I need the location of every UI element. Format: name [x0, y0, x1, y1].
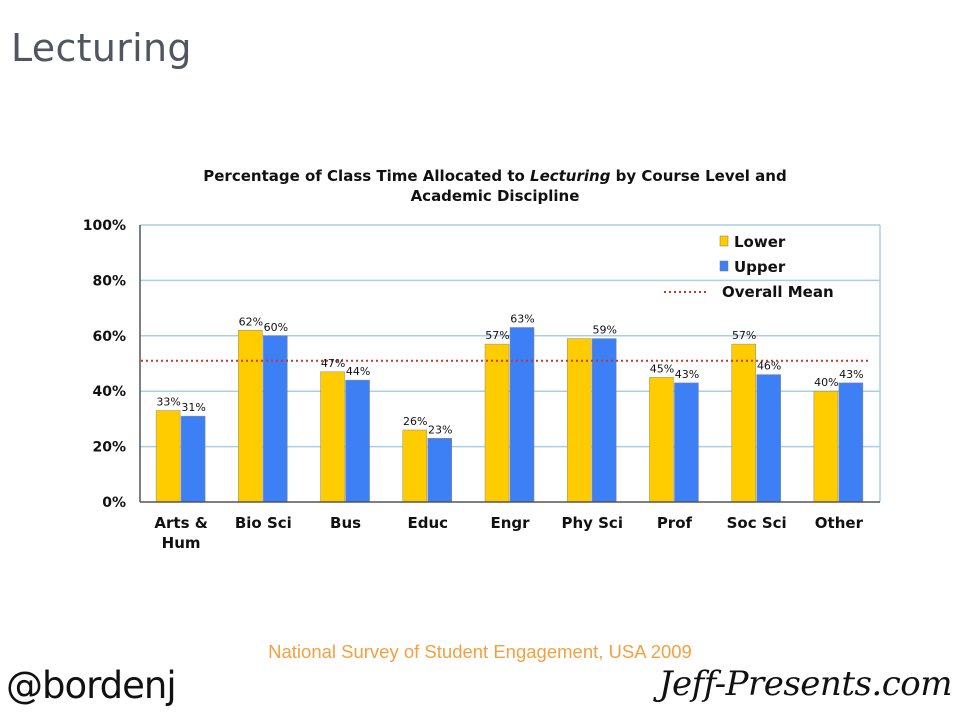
data-label: 57%: [485, 329, 509, 342]
data-label: 23%: [428, 423, 452, 436]
bar-upper: [756, 374, 781, 503]
y-tick-label: 20%: [92, 440, 126, 456]
data-labels: 33% 31%62% 60%47%44%26%23%57%63%59%45% 43%5…: [156, 312, 863, 436]
x-category-label: Soc Sci: [727, 514, 787, 532]
data-label: 46%: [757, 360, 781, 373]
source-citation: National Survey of Student Engagement, U…: [268, 641, 692, 662]
legend-label-mean: Overall Mean: [722, 283, 834, 301]
x-category-label: Bus: [330, 514, 361, 532]
data-label: 62%: [239, 315, 263, 328]
x-category-label: Bio Sci: [235, 514, 292, 532]
y-tick-label: 80%: [92, 273, 126, 289]
data-label: 59%: [592, 324, 616, 337]
bar-upper: [838, 382, 864, 503]
data-label: 40%: [814, 376, 838, 389]
x-category-label: Prof: [657, 514, 693, 532]
legend-label-lower: Lower: [734, 233, 786, 251]
bar-lower: [155, 410, 181, 503]
bar-upper: [591, 338, 617, 503]
bars: [141, 327, 870, 503]
data-label: 31%: [181, 401, 205, 414]
legend-swatch-lower: [719, 235, 729, 247]
bar-lower: [566, 338, 592, 503]
x-category-label: Other: [815, 514, 864, 532]
x-category-label: Engr: [490, 514, 530, 532]
data-label: 43%: [839, 368, 863, 381]
bar-upper: [345, 379, 370, 503]
y-tick-label: 60%: [92, 329, 126, 345]
slide-title: Lecturing: [11, 26, 192, 70]
bar-lower: [649, 377, 674, 503]
x-category-label: Arts & Hum: [154, 514, 207, 552]
bar-lower: [238, 330, 263, 503]
author-handle: @bordenj: [6, 664, 177, 707]
y-tick-label: 40%: [92, 384, 126, 400]
axes: 0% 20% 40% 60% 80% 100% Arts & Hum Bio Sci Bus Edu…: [83, 218, 880, 552]
legend-label-upper: Upper: [734, 258, 786, 276]
data-label: 57%: [732, 329, 756, 342]
bar-lower: [320, 371, 345, 503]
legend-swatch-upper: [719, 260, 729, 272]
y-tick-label: 0%: [102, 495, 126, 511]
chart-title-line2: Academic Discipline: [411, 187, 580, 205]
data-label: 26%: [403, 415, 427, 428]
chart-title-line1: Percentage of Class Time Allocated to Le…: [203, 167, 786, 185]
bar-chart: Percentage of Class Time Allocated to Le…: [83, 167, 881, 552]
bar-lower: [731, 343, 756, 503]
legend: Lower Upper Overall Mean: [664, 233, 834, 301]
bar-lower: [813, 390, 839, 503]
bar-upper: [427, 438, 453, 503]
brand-signature: Jeff-Presents.com: [658, 664, 953, 704]
bar-lower: [402, 429, 428, 503]
bar-upper: [509, 327, 535, 503]
data-label: 44%: [346, 365, 370, 378]
data-label: 45%: [650, 362, 674, 375]
data-label: 43%: [675, 368, 699, 381]
y-tick-label: 100%: [83, 218, 126, 234]
x-category-label: Phy Sci: [561, 514, 623, 532]
data-label: 60%: [264, 321, 288, 334]
bar-upper: [674, 382, 699, 503]
bar-upper: [180, 415, 206, 503]
data-label: 47%: [321, 357, 345, 370]
data-label: 63%: [510, 312, 534, 325]
bar-lower: [484, 343, 510, 503]
data-label: 33%: [156, 396, 180, 409]
x-category-label: Educ: [407, 514, 448, 532]
